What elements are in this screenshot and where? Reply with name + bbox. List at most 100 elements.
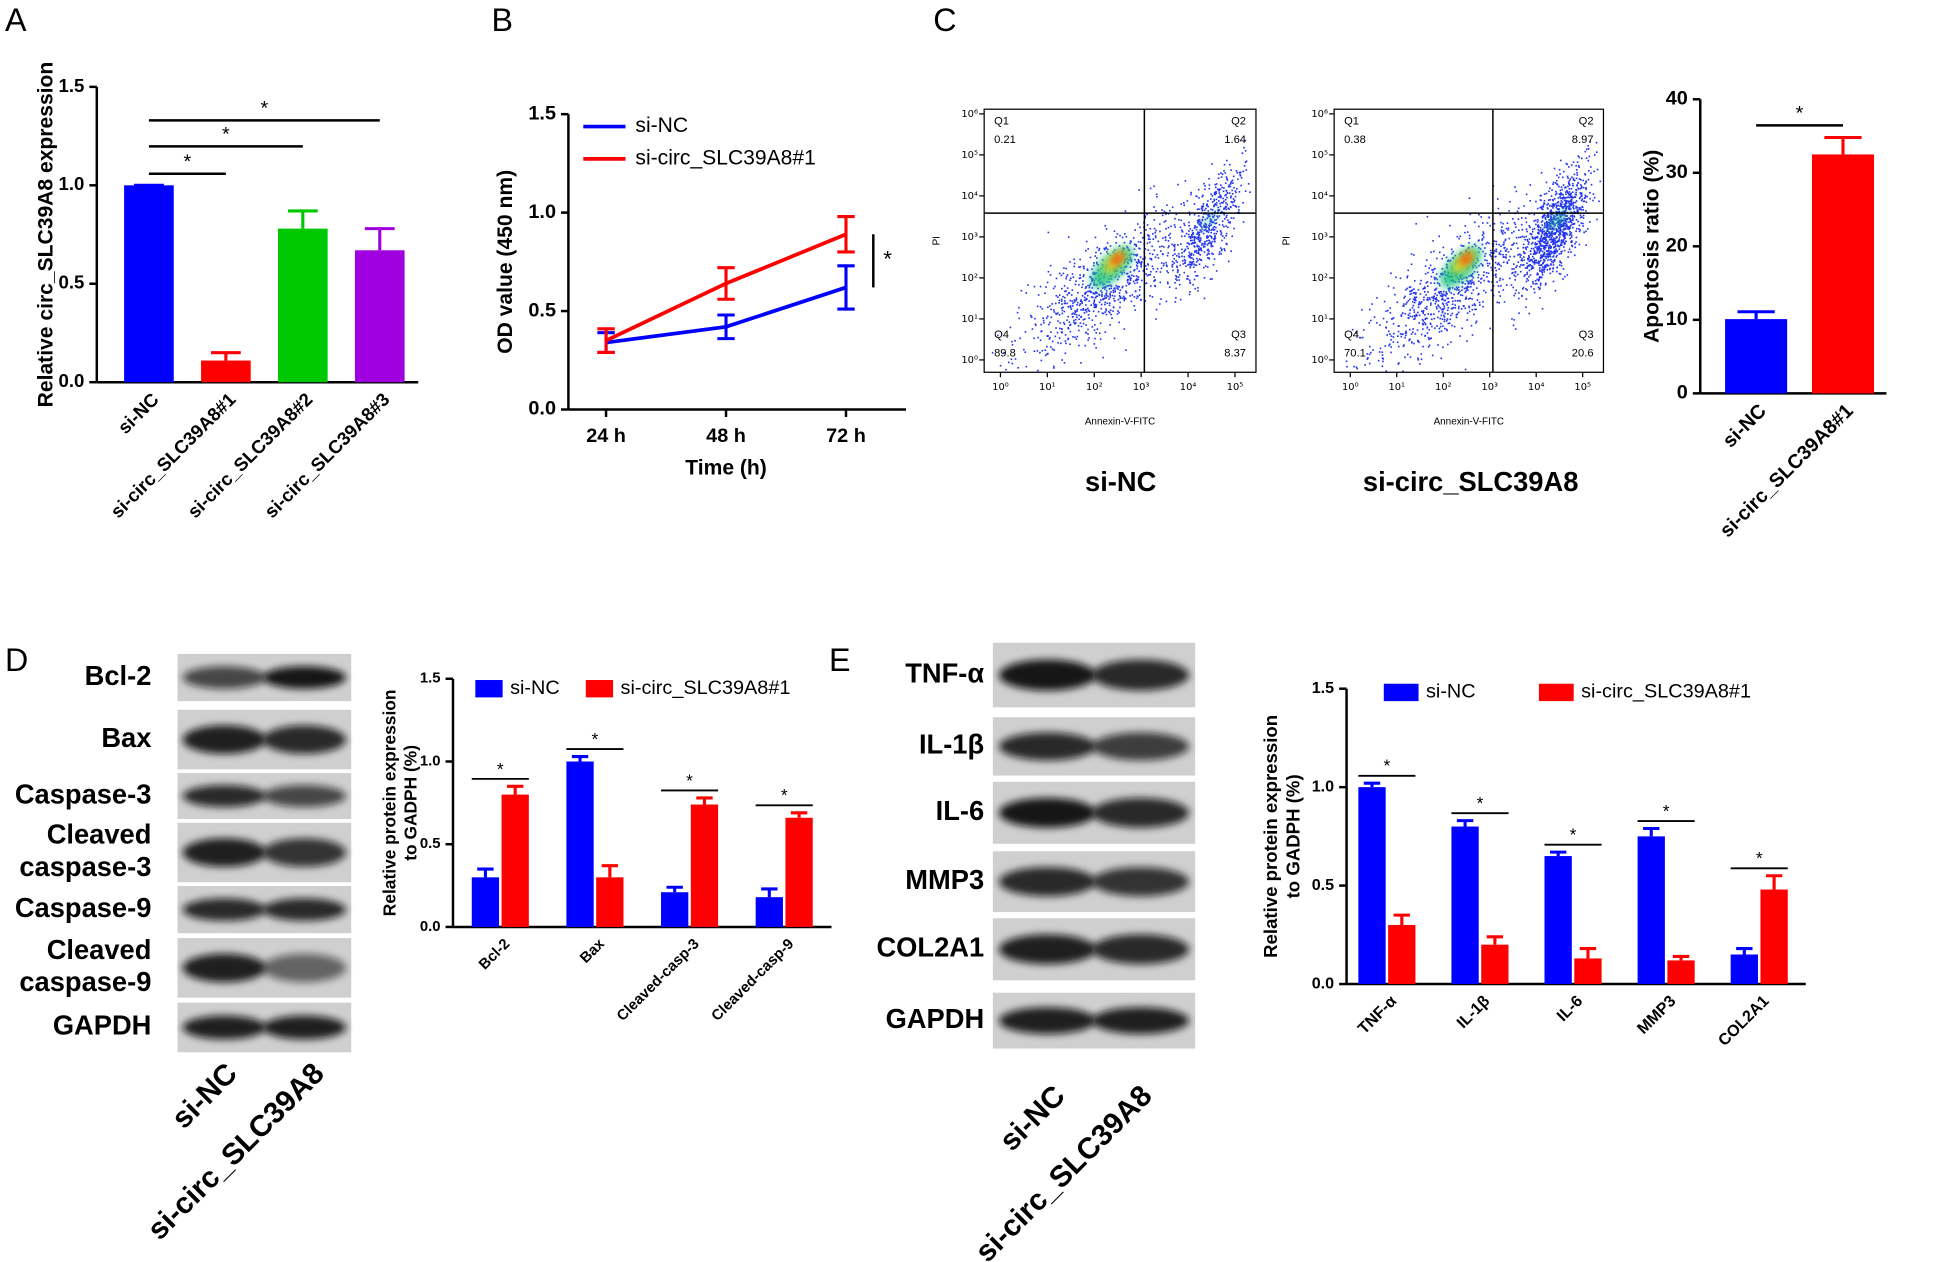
event-dot [1183, 255, 1186, 258]
event-dot [1577, 187, 1579, 190]
event-dot [1523, 259, 1525, 261]
event-dot [1180, 219, 1183, 222]
event-dot [1226, 191, 1229, 194]
event-dot [1112, 289, 1115, 292]
event-dot [1541, 215, 1544, 218]
event-dot [1405, 332, 1408, 334]
event-dot [1447, 322, 1450, 325]
event-dot [1210, 243, 1213, 246]
event-dot [1575, 236, 1578, 239]
x-tick-label: Bax [577, 936, 608, 967]
event-dot [1195, 228, 1198, 231]
event-dot [1469, 213, 1472, 216]
event-dot [1060, 328, 1063, 330]
event-dot [1132, 237, 1135, 239]
event-dot [1220, 195, 1222, 198]
event-dot [1553, 228, 1555, 231]
x-tick-label: 10⁰ [1342, 382, 1359, 393]
event-dot [1477, 280, 1480, 283]
event-dot [1552, 240, 1555, 243]
event-dot [1182, 263, 1185, 265]
event-dot [1561, 224, 1564, 227]
event-dot [1189, 253, 1191, 255]
event-dot [1174, 253, 1176, 255]
event-dot [1196, 244, 1199, 247]
event-dot [1513, 230, 1515, 233]
event-dot [1477, 293, 1479, 296]
event-dot [1526, 278, 1528, 280]
event-dot [1068, 292, 1071, 294]
event-dot [1116, 313, 1119, 315]
event-dot [1525, 193, 1528, 196]
event-dot [1242, 201, 1244, 204]
event-dot [1555, 227, 1558, 230]
event-dot [1548, 234, 1551, 237]
event-dot [1504, 238, 1507, 241]
event-dot [1568, 193, 1570, 196]
event-dot [1562, 184, 1565, 186]
event-dot [1069, 330, 1072, 333]
event-dot [1130, 277, 1132, 280]
event-dot [1466, 312, 1469, 315]
event-dot [1433, 276, 1436, 279]
event-dot [1243, 165, 1246, 167]
y-tick-label: 10² [1311, 273, 1328, 284]
event-dot [1565, 240, 1567, 243]
x-tick-label: 10⁴ [1528, 382, 1545, 393]
event-dot [1555, 204, 1558, 207]
event-dot [1532, 253, 1535, 255]
event-dot [1069, 343, 1071, 346]
event-dot [1078, 344, 1080, 347]
event-dot [1177, 276, 1180, 278]
event-dot [1118, 285, 1121, 288]
event-dot [1133, 268, 1136, 271]
event-dot [1138, 260, 1140, 262]
event-dot [1089, 290, 1092, 293]
event-dot [1570, 204, 1573, 207]
event-dot [1401, 333, 1404, 335]
event-dot [1541, 271, 1544, 274]
event-dot [1084, 293, 1086, 295]
event-dot [1568, 187, 1571, 190]
event-dot [1183, 271, 1186, 274]
x-tick-label: 24 h [586, 425, 626, 447]
event-dot [1524, 273, 1527, 276]
event-dot [1531, 230, 1534, 233]
event-dot [1459, 290, 1461, 293]
event-dot [1118, 311, 1120, 314]
event-dot [1575, 205, 1578, 208]
y-tick-label: 10³ [961, 232, 978, 243]
event-dot [1078, 314, 1080, 317]
event-dot [1482, 231, 1485, 233]
event-dot [1445, 302, 1448, 305]
event-dot [1457, 289, 1460, 291]
event-dot [1560, 194, 1562, 196]
event-dot [1544, 242, 1547, 244]
event-dot [1522, 246, 1525, 249]
event-dot [1443, 316, 1446, 318]
event-dot [1543, 236, 1546, 239]
event-dot [1018, 317, 1020, 320]
event-dot [1129, 277, 1131, 279]
band-label: Cleaved [47, 934, 152, 965]
event-dot [1582, 225, 1584, 227]
event-dot [1085, 311, 1088, 313]
event-dot [1091, 326, 1094, 328]
event-dot [1188, 236, 1191, 238]
event-dot [1404, 356, 1406, 359]
event-dot [1214, 203, 1217, 205]
event-dot [1543, 237, 1546, 240]
bar [354, 250, 405, 383]
event-dot [1224, 205, 1227, 208]
event-dot [1023, 348, 1025, 351]
event-dot [1480, 278, 1482, 280]
event-dot [1082, 309, 1084, 311]
event-dot [1016, 311, 1019, 314]
event-dot [1393, 332, 1395, 335]
event-dot [1585, 210, 1587, 212]
event-dot [1468, 305, 1470, 308]
event-dot [1559, 243, 1562, 246]
event-dot [1568, 226, 1570, 229]
event-dot [1218, 253, 1221, 256]
event-dot [1208, 184, 1211, 186]
